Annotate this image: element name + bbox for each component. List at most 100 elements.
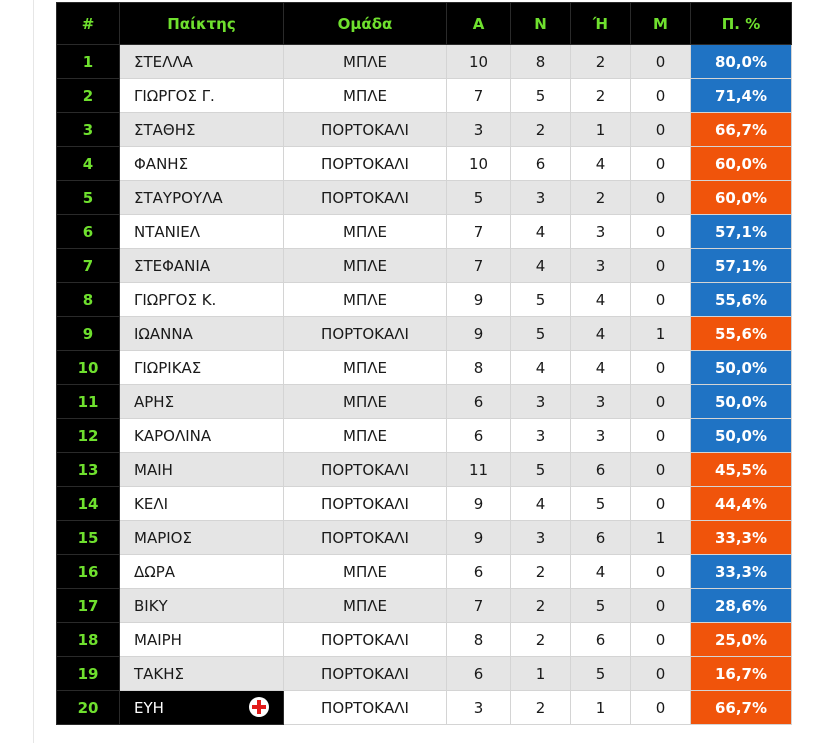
rank-cell: 6 [56, 214, 120, 249]
table-row: 14 ΚΕΛΙ ΠΟΡΤΟΚΑΛΙ 9 4 5 0 44,4% [56, 486, 792, 521]
rank-cell: 10 [56, 350, 120, 385]
wins-cell: 3 [510, 384, 571, 419]
rank-cell: 7 [56, 248, 120, 283]
draws-cell: 1 [630, 520, 691, 555]
percentage-cell: 50,0% [690, 350, 792, 385]
percentage-cell: 28,6% [690, 588, 792, 623]
player-cell: ΙΩΑΝΝΑ [119, 316, 284, 351]
team-cell: ΠΟΡΤΟΚΑΛΙ [283, 690, 447, 725]
losses-cell: 4 [570, 146, 631, 181]
table-header-row: # Παίκτης Ομάδα Α Ν Ή Μ Π. % [56, 2, 792, 45]
losses-cell: 4 [570, 554, 631, 589]
team-cell: ΠΟΡΤΟΚΑΛΙ [283, 180, 447, 215]
player-cell: ΣΤΕΦΑΝΙΑ [119, 248, 284, 283]
games-cell: 9 [446, 316, 511, 351]
losses-cell: 1 [570, 690, 631, 725]
player-cell: ΜΑΡΙΟΣ [119, 520, 284, 555]
wins-cell: 2 [510, 554, 571, 589]
wins-cell: 4 [510, 248, 571, 283]
standings-table: # Παίκτης Ομάδα Α Ν Ή Μ Π. % 1 ΣΤΕΛΛΑ ΜΠΛΕ… [56, 2, 792, 725]
table-row: 18 ΜΑΙΡΗ ΠΟΡΤΟΚΑΛΙ 8 2 6 0 25,0% [56, 622, 792, 657]
draws-cell: 0 [630, 44, 691, 79]
wins-cell: 3 [510, 180, 571, 215]
draws-cell: 0 [630, 690, 691, 725]
wins-cell: 5 [510, 282, 571, 317]
draws-cell: 0 [630, 180, 691, 215]
team-cell: ΠΟΡΤΟΚΑΛΙ [283, 520, 447, 555]
wins-cell: 3 [510, 520, 571, 555]
percentage-cell: 16,7% [690, 656, 792, 691]
games-cell: 9 [446, 520, 511, 555]
table-row: 17 ΒΙΚΥ ΜΠΛΕ 7 2 5 0 28,6% [56, 588, 792, 623]
table-row: 19 ΤΑΚΗΣ ΠΟΡΤΟΚΑΛΙ 6 1 5 0 16,7% [56, 656, 792, 691]
table-row: 12 ΚΑΡΟΛΙΝΑ ΜΠΛΕ 6 3 3 0 50,0% [56, 418, 792, 453]
games-cell: 8 [446, 350, 511, 385]
team-cell: ΠΟΡΤΟΚΑΛΙ [283, 112, 447, 147]
losses-cell: 6 [570, 452, 631, 487]
wins-cell: 4 [510, 214, 571, 249]
rank-cell: 2 [56, 78, 120, 113]
rank-cell: 13 [56, 452, 120, 487]
team-cell: ΠΟΡΤΟΚΑΛΙ [283, 452, 447, 487]
percentage-cell: 33,3% [690, 520, 792, 555]
games-cell: 7 [446, 588, 511, 623]
percentage-cell: 71,4% [690, 78, 792, 113]
table-row: 11 ΑΡΗΣ ΜΠΛΕ 6 3 3 0 50,0% [56, 384, 792, 419]
losses-cell: 2 [570, 180, 631, 215]
wins-cell: 2 [510, 622, 571, 657]
games-cell: 9 [446, 486, 511, 521]
losses-cell: 4 [570, 316, 631, 351]
losses-cell: 3 [570, 384, 631, 419]
wins-cell: 5 [510, 78, 571, 113]
player-cell: ΦΑΝΗΣ [119, 146, 284, 181]
games-cell: 3 [446, 690, 511, 725]
header-games: Α [446, 2, 511, 45]
team-cell: ΜΠΛΕ [283, 78, 447, 113]
table-row: 16 ΔΩΡΑ ΜΠΛΕ 6 2 4 0 33,3% [56, 554, 792, 589]
table-row: 1 ΣΤΕΛΛΑ ΜΠΛΕ 10 8 2 0 80,0% [56, 44, 792, 79]
team-cell: ΜΠΛΕ [283, 248, 447, 283]
rank-cell: 15 [56, 520, 120, 555]
player-cell: ΑΡΗΣ [119, 384, 284, 419]
wins-cell: 4 [510, 486, 571, 521]
losses-cell: 6 [570, 622, 631, 657]
player-cell: ΚΑΡΟΛΙΝΑ [119, 418, 284, 453]
rank-cell: 12 [56, 418, 120, 453]
player-cell: ΣΤΕΛΛΑ [119, 44, 284, 79]
player-cell: ΔΩΡΑ [119, 554, 284, 589]
rank-cell: 5 [56, 180, 120, 215]
games-cell: 3 [446, 112, 511, 147]
draws-cell: 0 [630, 656, 691, 691]
draws-cell: 0 [630, 554, 691, 589]
rank-cell: 1 [56, 44, 120, 79]
draws-cell: 0 [630, 146, 691, 181]
percentage-cell: 60,0% [690, 180, 792, 215]
header-team: Ομάδα [283, 2, 447, 45]
draws-cell: 0 [630, 486, 691, 521]
player-cell: ΜΑΙΡΗ [119, 622, 284, 657]
wins-cell: 6 [510, 146, 571, 181]
percentage-cell: 57,1% [690, 248, 792, 283]
player-cell: ΤΑΚΗΣ [119, 656, 284, 691]
rank-cell: 4 [56, 146, 120, 181]
red-cross-icon [249, 697, 269, 717]
table-row: 13 ΜΑΙΗ ΠΟΡΤΟΚΑΛΙ 11 5 6 0 45,5% [56, 452, 792, 487]
rank-cell: 14 [56, 486, 120, 521]
losses-cell: 5 [570, 486, 631, 521]
team-cell: ΜΠΛΕ [283, 588, 447, 623]
table-row: 3 ΣΤΑΘΗΣ ΠΟΡΤΟΚΑΛΙ 3 2 1 0 66,7% [56, 112, 792, 147]
losses-cell: 3 [570, 214, 631, 249]
wins-cell: 2 [510, 112, 571, 147]
draws-cell: 0 [630, 214, 691, 249]
draws-cell: 0 [630, 78, 691, 113]
team-cell: ΜΠΛΕ [283, 350, 447, 385]
games-cell: 5 [446, 180, 511, 215]
table-row: 8 ΓΙΩΡΓΟΣ Κ. ΜΠΛΕ 9 5 4 0 55,6% [56, 282, 792, 317]
losses-cell: 5 [570, 588, 631, 623]
draws-cell: 0 [630, 588, 691, 623]
player-cell: ΓΙΩΡΓΟΣ Κ. [119, 282, 284, 317]
draws-cell: 1 [630, 316, 691, 351]
percentage-cell: 50,0% [690, 418, 792, 453]
rank-cell: 3 [56, 112, 120, 147]
wins-cell: 1 [510, 656, 571, 691]
